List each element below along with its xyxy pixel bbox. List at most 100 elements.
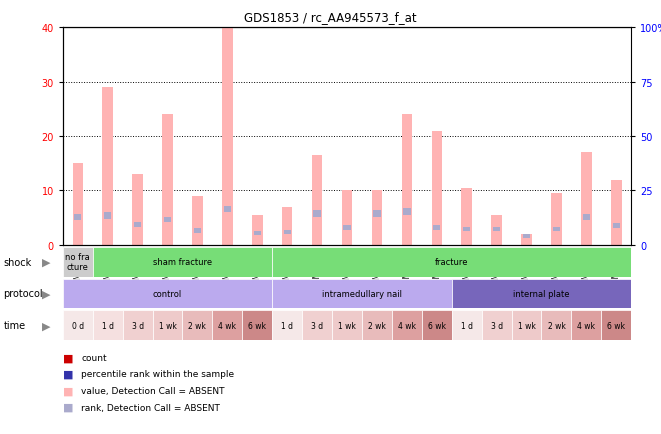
Bar [102,88,113,245]
Bar [613,224,620,229]
Bar [611,180,621,245]
Bar [551,194,562,245]
Bar [194,229,201,233]
Bar [63,311,93,340]
Bar [73,164,83,245]
Bar [243,311,272,340]
Bar [523,234,530,239]
Bar [433,226,440,230]
Text: 6 wk: 6 wk [428,321,446,330]
Bar [602,311,631,340]
Bar [422,311,451,340]
Bar [332,311,362,340]
Text: 1 d: 1 d [461,321,473,330]
Text: intramedullary nail: intramedullary nail [322,289,402,298]
Text: 3 d: 3 d [311,321,323,330]
Bar [493,227,500,232]
Bar [93,311,123,340]
Text: 1 d: 1 d [281,321,293,330]
Text: 1 d: 1 d [102,321,114,330]
Bar [553,227,560,232]
Bar [491,215,502,245]
Bar [432,131,442,245]
Text: 1 wk: 1 wk [159,321,176,330]
Bar [74,214,81,221]
Bar [63,279,272,309]
Bar [272,247,631,277]
Bar [223,206,231,213]
Text: 4 wk: 4 wk [398,321,416,330]
Bar [342,191,352,245]
Text: 2 wk: 2 wk [368,321,386,330]
Text: sham fracture: sham fracture [153,258,212,266]
Bar [451,311,482,340]
Bar [134,222,141,228]
Text: 1 wk: 1 wk [518,321,535,330]
Bar [93,247,272,277]
Text: time: time [3,321,25,330]
Text: 4 wk: 4 wk [218,321,237,330]
Bar [222,28,233,245]
Text: percentile rank within the sample: percentile rank within the sample [81,370,235,378]
Bar [153,311,182,340]
Text: ▶: ▶ [42,289,50,299]
Bar [541,311,571,340]
Text: control: control [153,289,182,298]
Bar [284,230,291,234]
Bar [512,311,541,340]
Bar [362,311,392,340]
Bar [164,217,171,222]
Bar [312,156,323,245]
Bar [461,188,472,245]
Text: count: count [81,353,107,362]
Text: ▶: ▶ [42,257,50,267]
Bar [163,115,173,245]
Bar [63,247,93,277]
Text: 6 wk: 6 wk [249,321,266,330]
Text: ■: ■ [63,369,73,379]
Bar [132,174,143,245]
Bar [402,115,412,245]
Bar [282,207,292,245]
Text: 6 wk: 6 wk [607,321,625,330]
Bar [212,311,243,340]
Text: shock: shock [3,257,32,267]
Text: ■: ■ [63,386,73,395]
Bar [371,191,382,245]
Bar [252,215,262,245]
Text: 2 wk: 2 wk [547,321,565,330]
Bar [192,196,203,245]
Bar [451,279,631,309]
Bar [403,209,410,215]
Bar [182,311,212,340]
Bar [123,311,153,340]
Bar [313,210,321,217]
Bar [522,234,531,245]
Text: rank, Detection Call = ABSENT: rank, Detection Call = ABSENT [81,403,220,411]
Bar [254,231,261,235]
Text: 2 wk: 2 wk [188,321,206,330]
Text: 4 wk: 4 wk [577,321,596,330]
Bar [571,311,602,340]
Bar [392,311,422,340]
Bar [482,311,512,340]
Bar [104,213,111,219]
Text: 1 wk: 1 wk [338,321,356,330]
Bar [343,226,351,230]
Bar [373,210,381,217]
Text: ■: ■ [63,353,73,362]
Bar [302,311,332,340]
Text: 3 d: 3 d [490,321,502,330]
Text: GDS1853 / rc_AA945573_f_at: GDS1853 / rc_AA945573_f_at [244,11,417,24]
Text: protocol: protocol [3,289,43,299]
Bar [272,311,302,340]
Text: fracture: fracture [435,258,469,266]
Text: ▶: ▶ [42,321,50,330]
Bar [581,153,592,245]
Text: ■: ■ [63,402,73,412]
Text: 0 d: 0 d [71,321,84,330]
Text: 3 d: 3 d [132,321,143,330]
Bar [463,227,471,232]
Text: internal plate: internal plate [513,289,570,298]
Bar [272,279,451,309]
